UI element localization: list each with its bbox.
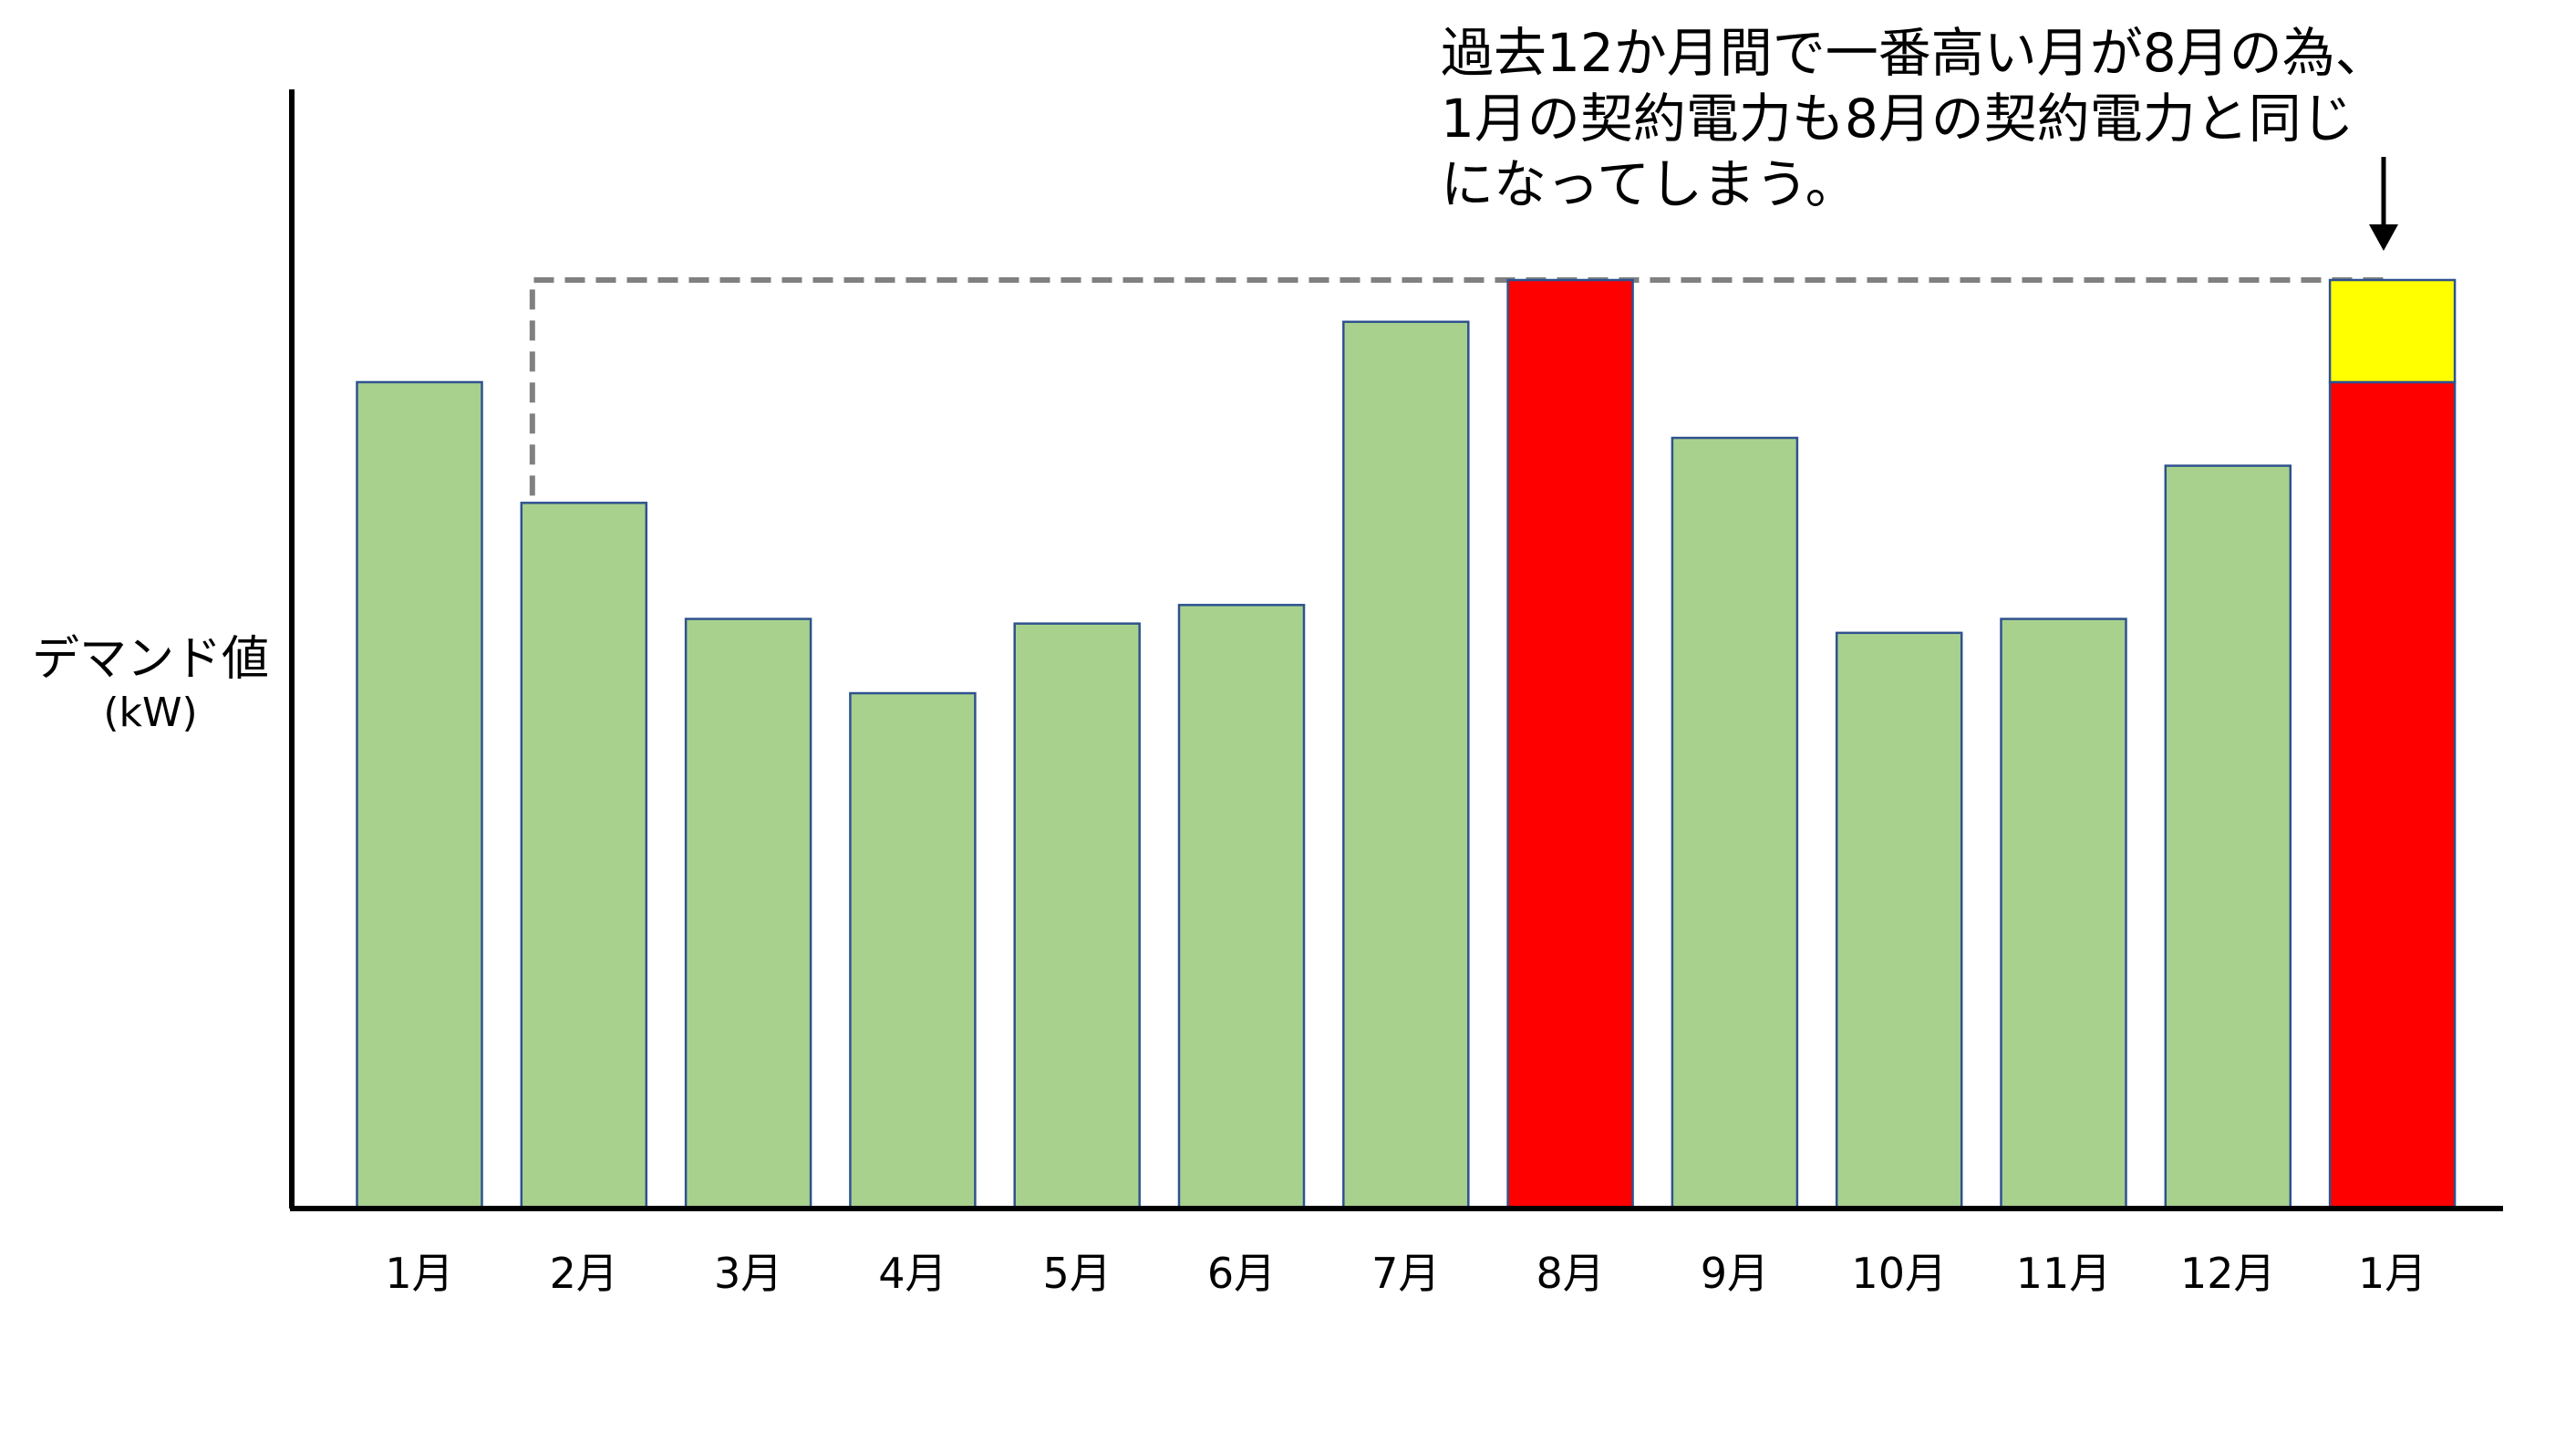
x-tick-label-4: 4月	[878, 1249, 947, 1298]
y-axis-title: デマンド値	[31, 632, 269, 687]
x-tick-label-7: 7月	[1371, 1249, 1440, 1298]
x-tick-label-1: 1月	[385, 1249, 453, 1298]
x-tick-label-2: 2月	[550, 1249, 618, 1298]
bar-9	[1671, 436, 1799, 1210]
annotation-line-3: になってしまう。	[1441, 153, 1858, 215]
bar-1	[356, 380, 483, 1210]
bar-2	[520, 502, 648, 1210]
y-axis-label: デマンド値 (kW)	[18, 631, 283, 739]
annotation-line-1: 過去12か月間で一番高い月が8月の為、	[1441, 22, 2388, 84]
reference-layer	[529, 277, 2393, 496]
annotation-arrow	[2369, 157, 2398, 251]
bar-6	[1177, 604, 1306, 1210]
x-tick-label-13: 1月	[2358, 1249, 2426, 1298]
bar-10	[1835, 631, 1963, 1210]
bar-13-base	[2328, 380, 2457, 1210]
bar-7	[1342, 320, 1470, 1210]
bars-layer	[356, 278, 2457, 1210]
x-tick-label-5: 5月	[1043, 1249, 1112, 1298]
annotation-text: 過去12か月間で一番高い月が8月の為、 1月の契約電力も8月の契約電力と同じ に…	[1441, 20, 2388, 217]
x-tick-label-6: 6月	[1207, 1249, 1276, 1298]
bar-4	[849, 691, 977, 1210]
y-axis-unit: (kW)	[103, 690, 198, 736]
bar-13-excess	[2328, 278, 2457, 384]
x-tick-labels: 1月 2月 3月 4月 5月 6月 7月 8月 9月 10月 11月 12月 1月	[385, 1249, 2426, 1298]
reference-dashed-line	[529, 277, 2393, 496]
x-tick-label-11: 11月	[2016, 1249, 2112, 1298]
annotation-line-2: 1月の契約電力も8月の契約電力と同じ	[1441, 88, 2354, 150]
bar-12	[2164, 464, 2292, 1210]
bar-5	[1013, 622, 1141, 1210]
x-tick-label-9: 9月	[1701, 1249, 1769, 1298]
x-tick-label-3: 3月	[714, 1249, 782, 1298]
bar-3	[684, 617, 812, 1210]
x-tick-label-8: 8月	[1536, 1249, 1604, 1298]
axes-layer	[289, 89, 2503, 1211]
bar-8	[1506, 278, 1634, 1210]
x-tick-label-10: 10月	[1851, 1249, 1947, 1298]
x-tick-label-12: 12月	[2180, 1249, 2276, 1298]
bar-11	[2000, 617, 2127, 1210]
